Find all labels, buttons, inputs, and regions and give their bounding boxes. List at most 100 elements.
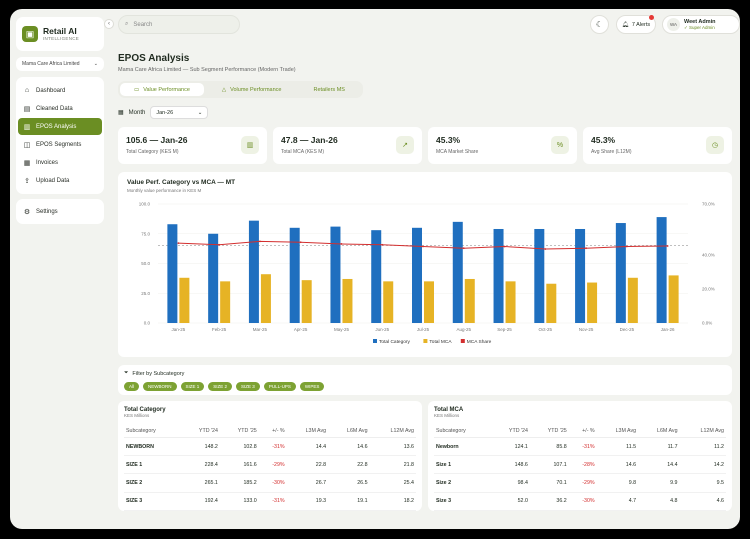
filter-chip[interactable]: WIPES [299,382,325,391]
sidebar-item-cleaned-data[interactable]: ▤ Cleaned Data [18,100,102,117]
column-header: L12M Avg [679,425,726,438]
table-cell: 22.8 [286,455,329,475]
filter-chip[interactable]: PULL-UPS [263,382,296,391]
user-menu[interactable]: WA Weet Admin ✓ Super Admin [662,15,740,34]
chevron-down-icon: ⌄ [197,109,203,116]
table-row[interactable]: Size 2 98.4 70.1 -29% 9.8 9.9 9.5 [434,473,726,493]
x-tick-label: Jul-25 [417,327,430,332]
table-cell: 18.2 [369,492,416,511]
month-select[interactable]: Jan-26 ⌄ [150,106,209,119]
table-title: Total Category [124,407,166,413]
bar-total-category [615,223,626,323]
sidebar-item-label: Upload Data [36,177,70,184]
money-icon: ▭ [134,86,140,93]
sidebar-item-label: EPOS Segments [36,141,82,148]
user-name: Weet Admin [684,18,716,25]
x-tick-label: Feb-25 [212,327,227,332]
tab-value-performance[interactable]: ▭ Value Performance [120,83,204,96]
theme-toggle-button[interactable]: ☾ [590,15,609,34]
table-row[interactable]: Size 3 52.0 36.2 -30% 4.7 4.8 4.6 [434,492,726,511]
mca-share-point [625,245,628,248]
bar-total-category [248,220,259,323]
table-cell: 265.1 [181,473,220,493]
y2-tick-label: 0.0% [702,321,712,326]
table-subtitle: KES Millions [124,413,150,418]
brand[interactable]: ▣ Retail AI INTELLIGENCE [16,17,104,51]
bar-total-category [575,228,586,323]
x-tick-label: Apr-25 [294,327,308,332]
invoice-icon: ▦ [23,159,31,167]
table-cell: Size 2 [434,473,492,493]
table-cell: SIZE 3 [124,492,182,511]
filter-chip[interactable]: SIZE 1 [180,382,205,391]
column-header: L3M Avg [286,425,329,438]
search-input[interactable]: ⌕ Search [118,15,240,34]
table-row[interactable]: SIZE 1 228.4 161.6 -29% 22.8 22.8 21.8 [124,455,416,475]
table-cell: -29% [258,455,287,475]
bar-total-category [534,228,545,323]
table-cell: Size 1 [434,455,492,475]
table-cell: 21.8 [369,455,416,475]
layers-icon: ◫ [23,141,31,149]
chart-subtitle: Monthly value performance in KES M [127,188,202,193]
kpi-card: 105.6 — Jan-26 Total Category (KES M) ▥ [118,127,267,164]
table-row[interactable]: SIZE 2 265.1 185.2 -30% 26.7 26.5 25.4 [124,473,416,493]
month-value: Jan-26 [156,109,174,116]
mca-share-point [340,243,343,245]
bar-total-mca [424,281,434,323]
filter-chip[interactable]: All [124,382,140,391]
table-cell: 228.4 [181,455,220,475]
table-cell: 14.4 [286,437,329,457]
chart-card: Value Perf. Category vs MCA — MT Monthly… [118,172,732,357]
table-cell: 9.9 [638,473,680,493]
trend-up-icon: ↗ [396,136,414,154]
table-cell: Size 3 [434,492,492,511]
table-cell: NEWBORN [124,437,182,457]
bar-total-category [167,224,178,323]
mca-share-point [422,245,424,248]
table-cell: 14.6 [328,437,370,457]
table-row[interactable]: SIZE 3 192.4 133.0 -31% 19.3 19.1 18.2 [124,492,416,511]
calendar-icon: ▦ [118,110,124,116]
tab-label: Retailers MS [313,86,345,93]
tab-retailers-ms[interactable]: Retailers MS [299,83,358,96]
x-tick-label: Sep-25 [497,327,512,332]
table-cell: SIZE 2 [124,473,182,493]
org-selector[interactable]: Mama Care Africa Limited ⌄ [16,57,104,71]
bar-total-category [412,227,422,323]
mca-share-point [585,247,587,250]
filter-chip[interactable]: NEWBORN [143,382,177,391]
filter-icon: ⏷ [124,370,129,376]
table-cell: 11.7 [638,437,680,457]
column-header: +/- % [568,425,597,438]
sidebar-item-dashboard[interactable]: ⌂ Dashboard [18,82,102,99]
table-cell: 26.7 [286,473,329,493]
table-cell: 148.2 [181,437,220,457]
chevron-down-icon: ⌄ [93,61,98,67]
table-row[interactable]: Size 1 148.6 107.1 -28% 14.6 14.4 14.2 [434,455,726,475]
collapse-sidebar-button[interactable]: ‹ [104,19,114,29]
filter-chip[interactable]: SIZE 2 [208,382,233,391]
table-row[interactable]: NEWBORN 148.2 102.8 -31% 14.4 14.6 13.6 [124,437,416,457]
y-tick-label: 75.0 [141,231,150,236]
table-subtitle: KES Millions [434,413,460,418]
column-header: L3M Avg [596,425,639,438]
filter-chip[interactable]: SIZE 3 [236,382,260,391]
alerts-button[interactable]: 🔔︎ 7 Alerts [616,15,656,34]
tab-volume-performance[interactable]: △ Volume Performance [208,83,296,96]
sidebar-item-upload-data[interactable]: ⇪ Upload Data [18,172,102,189]
kpi-value: 47.8 — Jan-26 [281,135,338,145]
sidebar-item-settings[interactable]: ⚙ Settings [18,203,102,220]
tab-label: Value Performance [143,86,190,93]
x-tick-label: May-25 [334,327,350,332]
table-cell: 4.7 [596,492,639,511]
table-row[interactable]: Newborn 124.1 85.8 -31% 11.5 11.7 11.2 [434,437,726,457]
sidebar-item-invoices[interactable]: ▦ Invoices [18,154,102,171]
month-label: Month [128,109,146,116]
kpi-value: 45.3% [591,135,616,145]
kpi-value: 105.6 — Jan-26 [126,135,188,145]
sidebar-item-epos-analysis[interactable]: ▥ EPOS Analysis [18,118,102,135]
sidebar-item-epos-segments[interactable]: ◫ EPOS Segments [18,136,102,153]
table-cell: 133.0 [219,492,259,511]
